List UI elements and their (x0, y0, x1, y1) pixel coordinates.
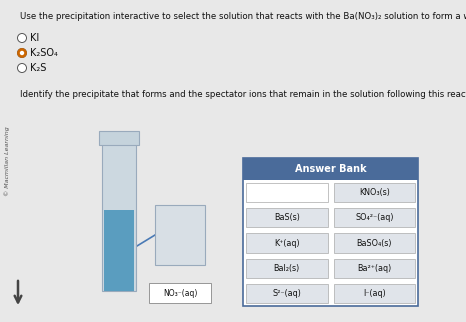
Bar (334, 284, 415, 303)
Circle shape (20, 51, 24, 55)
Text: © Macmillan Learning: © Macmillan Learning (4, 126, 10, 196)
Bar (102, 143, 136, 291)
Text: SO₄²⁻(aq): SO₄²⁻(aq) (355, 213, 393, 222)
Text: K⁺(aq): K⁺(aq) (274, 239, 300, 248)
Text: K₂SO₄: K₂SO₄ (30, 48, 58, 58)
Text: KNO₃(s): KNO₃(s) (359, 188, 390, 197)
Text: K₂S: K₂S (30, 63, 47, 73)
Circle shape (18, 63, 27, 72)
Bar (334, 208, 415, 227)
Circle shape (18, 49, 27, 58)
Bar (334, 259, 415, 278)
Bar (246, 208, 328, 227)
Text: BaS(s): BaS(s) (274, 213, 300, 222)
Text: BaSO₄(s): BaSO₄(s) (356, 239, 392, 248)
FancyBboxPatch shape (149, 283, 211, 303)
Text: Identify the precipitate that forms and the spectator ions that remain in the so: Identify the precipitate that forms and … (20, 90, 466, 99)
Bar (246, 183, 328, 202)
Text: Use the precipitation interactive to select the solution that reacts with the Ba: Use the precipitation interactive to sel… (20, 12, 466, 21)
Text: BaI₂(s): BaI₂(s) (274, 264, 300, 273)
Bar (243, 158, 418, 180)
Text: S²⁻(aq): S²⁻(aq) (272, 289, 301, 298)
Text: KI: KI (30, 33, 39, 43)
Bar (243, 158, 418, 306)
Text: Answer Bank: Answer Bank (295, 164, 366, 174)
Text: NO₃⁻(aq): NO₃⁻(aq) (163, 289, 197, 298)
Circle shape (18, 33, 27, 43)
Bar (155, 205, 205, 265)
Bar (99, 131, 139, 145)
Bar (334, 183, 415, 202)
Bar (104, 210, 134, 291)
Bar (334, 233, 415, 252)
Bar (246, 233, 328, 252)
Text: I⁻(aq): I⁻(aq) (363, 289, 386, 298)
Bar (246, 259, 328, 278)
Text: Ba²⁺(aq): Ba²⁺(aq) (357, 264, 391, 273)
Bar (246, 284, 328, 303)
Circle shape (18, 49, 27, 58)
